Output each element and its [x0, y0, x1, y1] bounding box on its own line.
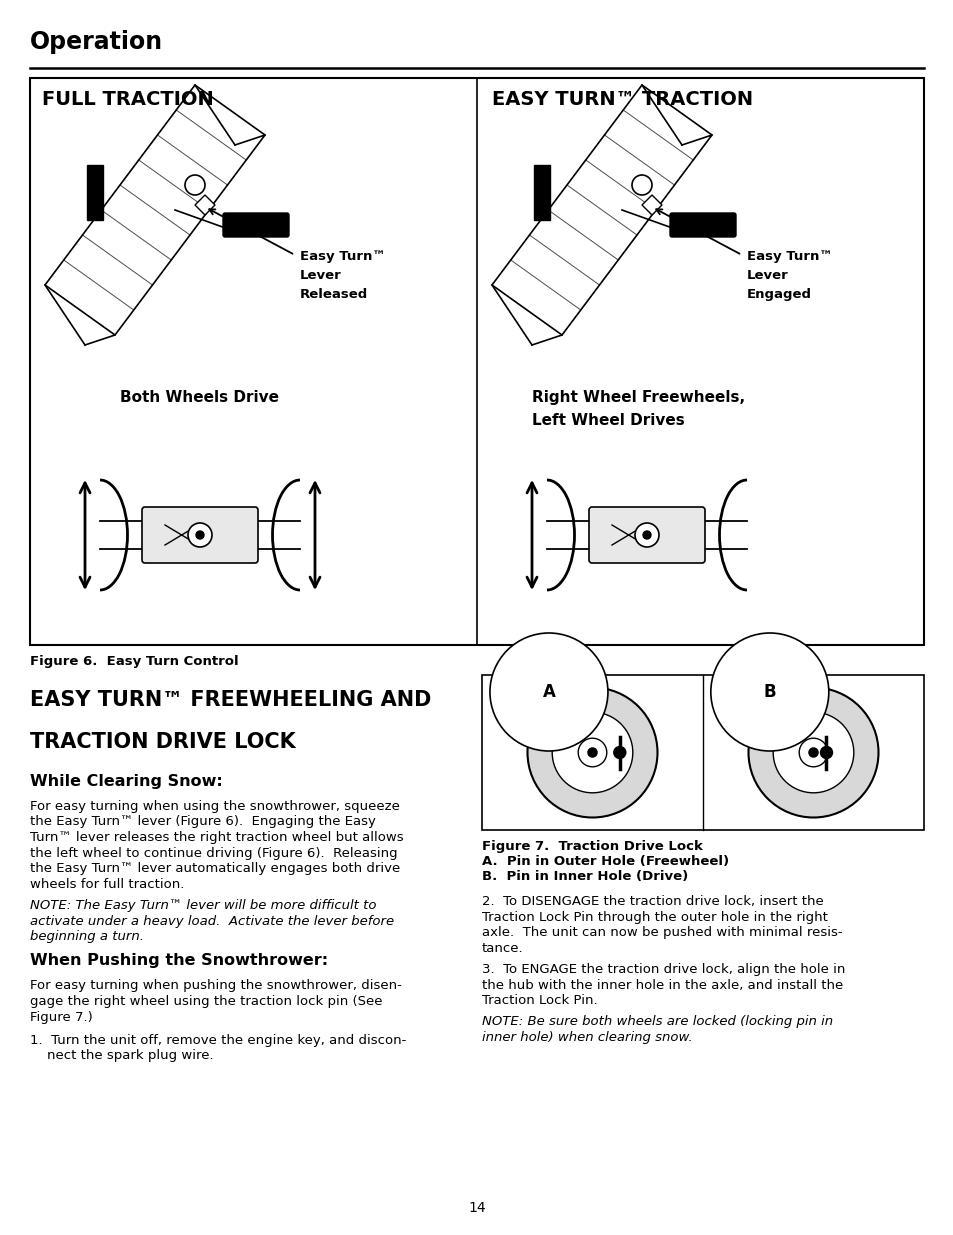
Text: Engaged: Engaged — [746, 288, 811, 301]
Text: B: B — [762, 683, 776, 701]
Text: the Easy Turn™ lever (Figure 6).  Engaging the Easy: the Easy Turn™ lever (Figure 6). Engagin… — [30, 815, 375, 829]
Text: the hub with the inner hole in the axle, and install the: the hub with the inner hole in the axle,… — [481, 978, 842, 992]
FancyBboxPatch shape — [701, 212, 735, 237]
Circle shape — [748, 688, 878, 818]
Circle shape — [552, 713, 632, 793]
Text: Easy Turn™: Easy Turn™ — [299, 249, 385, 263]
FancyBboxPatch shape — [254, 212, 289, 237]
Text: Lever: Lever — [746, 269, 788, 282]
Text: 2.  To DISENGAGE the traction drive lock, insert the: 2. To DISENGAGE the traction drive lock,… — [481, 895, 822, 908]
Text: tance.: tance. — [481, 941, 523, 955]
Bar — [534, 165, 550, 220]
Circle shape — [527, 688, 657, 818]
Circle shape — [808, 748, 817, 757]
Text: the left wheel to continue driving (Figure 6).  Releasing: the left wheel to continue driving (Figu… — [30, 846, 397, 860]
Text: When Pushing the Snowthrower:: When Pushing the Snowthrower: — [30, 953, 328, 968]
Text: beginning a turn.: beginning a turn. — [30, 930, 144, 944]
Text: NOTE: The Easy Turn™ lever will be more difficult to: NOTE: The Easy Turn™ lever will be more … — [30, 899, 376, 911]
Text: Easy Turn™: Easy Turn™ — [746, 249, 832, 263]
Text: Both Wheels Drive: Both Wheels Drive — [120, 390, 278, 405]
Text: EASY TURN™ FREEWHEELING AND: EASY TURN™ FREEWHEELING AND — [30, 690, 431, 710]
Text: While Clearing Snow:: While Clearing Snow: — [30, 774, 222, 789]
Text: Figure 7.  Traction Drive Lock: Figure 7. Traction Drive Lock — [481, 840, 702, 853]
Text: Released: Released — [299, 288, 368, 301]
Polygon shape — [641, 195, 661, 215]
Text: EASY TURN™ TRACTION: EASY TURN™ TRACTION — [492, 90, 752, 109]
Circle shape — [185, 175, 205, 195]
Circle shape — [642, 531, 650, 538]
FancyBboxPatch shape — [142, 508, 257, 563]
Text: wheels for full traction.: wheels for full traction. — [30, 878, 184, 890]
Text: B.  Pin in Inner Hole (Drive): B. Pin in Inner Hole (Drive) — [481, 869, 687, 883]
Text: inner hole) when clearing snow.: inner hole) when clearing snow. — [481, 1031, 692, 1044]
Circle shape — [772, 713, 853, 793]
Text: Figure 7.): Figure 7.) — [30, 1010, 92, 1024]
Circle shape — [613, 746, 625, 758]
Text: For easy turning when pushing the snowthrower, disen-: For easy turning when pushing the snowth… — [30, 979, 401, 993]
Circle shape — [188, 522, 212, 547]
Text: FULL TRACTION: FULL TRACTION — [42, 90, 213, 109]
Text: Lever: Lever — [299, 269, 341, 282]
Bar — [30, 78, 923, 645]
Text: Turn™ lever releases the right traction wheel but allows: Turn™ lever releases the right traction … — [30, 831, 403, 844]
Circle shape — [799, 739, 827, 767]
Text: Left Wheel Drives: Left Wheel Drives — [532, 412, 684, 429]
Text: axle.  The unit can now be pushed with minimal resis-: axle. The unit can now be pushed with mi… — [481, 926, 841, 939]
Text: Traction Lock Pin.: Traction Lock Pin. — [481, 994, 597, 1007]
Circle shape — [195, 531, 204, 538]
Text: NOTE: Be sure both wheels are locked (locking pin in: NOTE: Be sure both wheels are locked (lo… — [481, 1015, 832, 1029]
Circle shape — [587, 748, 597, 757]
Circle shape — [631, 175, 651, 195]
Text: 14: 14 — [468, 1200, 485, 1215]
FancyBboxPatch shape — [223, 212, 256, 237]
Polygon shape — [194, 195, 214, 215]
Text: 3.  To ENGAGE the traction drive lock, align the hole in: 3. To ENGAGE the traction drive lock, al… — [481, 963, 844, 976]
Bar — [87, 165, 103, 220]
Text: 1.  Turn the unit off, remove the engine key, and discon-: 1. Turn the unit off, remove the engine … — [30, 1034, 406, 1047]
Circle shape — [820, 746, 832, 758]
Text: Right Wheel Freewheels,: Right Wheel Freewheels, — [532, 390, 744, 405]
FancyBboxPatch shape — [669, 212, 703, 237]
Text: TRACTION DRIVE LOCK: TRACTION DRIVE LOCK — [30, 732, 295, 752]
Text: activate under a heavy load.  Activate the lever before: activate under a heavy load. Activate th… — [30, 914, 394, 927]
Text: For easy turning when using the snowthrower, squeeze: For easy turning when using the snowthro… — [30, 800, 399, 813]
Text: A: A — [542, 683, 555, 701]
Text: nect the spark plug wire.: nect the spark plug wire. — [30, 1050, 213, 1062]
Text: Figure 6.  Easy Turn Control: Figure 6. Easy Turn Control — [30, 655, 238, 668]
Text: Traction Lock Pin through the outer hole in the right: Traction Lock Pin through the outer hole… — [481, 910, 827, 924]
FancyBboxPatch shape — [588, 508, 704, 563]
Text: gage the right wheel using the traction lock pin (See: gage the right wheel using the traction … — [30, 995, 382, 1008]
Text: Operation: Operation — [30, 30, 163, 54]
Circle shape — [635, 522, 659, 547]
Circle shape — [578, 739, 606, 767]
Text: A.  Pin in Outer Hole (Freewheel): A. Pin in Outer Hole (Freewheel) — [481, 855, 728, 868]
Bar — [481, 676, 923, 830]
Text: the Easy Turn™ lever automatically engages both drive: the Easy Turn™ lever automatically engag… — [30, 862, 400, 876]
